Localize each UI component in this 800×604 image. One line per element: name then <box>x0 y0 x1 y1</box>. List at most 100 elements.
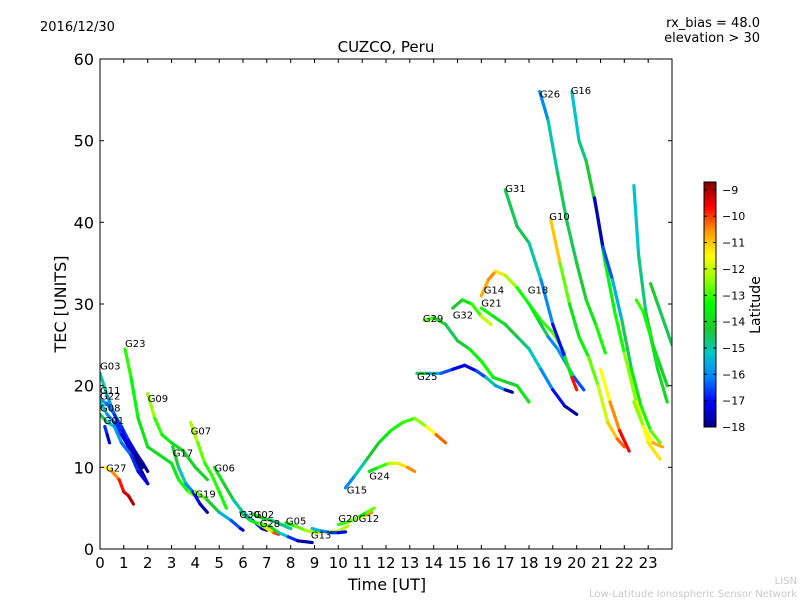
track-segment <box>212 465 226 486</box>
track-segment <box>210 473 221 494</box>
track-segment <box>413 416 429 429</box>
y-tick-label: 10 <box>74 458 94 477</box>
track-segment <box>563 355 574 380</box>
satellite-label-g03: G03 <box>100 361 120 372</box>
track-segment <box>460 298 474 306</box>
satellite-track-unlabeled-33 <box>634 298 669 404</box>
satellite-track-g32 <box>451 298 493 326</box>
track-segment <box>117 478 126 494</box>
track-segment <box>584 298 598 326</box>
satellite-track-g25 <box>415 363 514 394</box>
colorbar: −18 −17 −16 −15 −14 −13 −12 −11 −10 −9 Latitude <box>703 181 764 434</box>
org-full: Low-Latitude Ionospheric Sensor Network <box>589 589 797 600</box>
x-tick-label: 22 <box>615 554 634 572</box>
satellite-label-g09: G09 <box>148 394 168 405</box>
satellite-track-g26 <box>538 90 607 355</box>
track-segment <box>658 363 669 388</box>
rx-bias-label: rx_bias = 48.0 <box>666 16 760 31</box>
track-segment <box>565 220 579 265</box>
track-segment <box>343 473 357 490</box>
track-segment <box>336 520 350 527</box>
track-segment <box>563 404 579 416</box>
track-segment <box>293 524 307 532</box>
track-segment <box>191 490 202 506</box>
track-segment <box>575 261 588 302</box>
track-segment <box>310 526 324 533</box>
x-tick-label: 11 <box>353 554 372 572</box>
x-tick-label: 13 <box>400 554 419 572</box>
track-segment <box>153 416 164 437</box>
track-segment <box>110 469 121 482</box>
track-segment <box>548 216 562 265</box>
data-layer <box>100 90 672 545</box>
elevation-label: elevation > 30 <box>664 31 760 46</box>
track-segment <box>136 469 150 486</box>
track-segment <box>346 516 359 524</box>
track-segment <box>193 465 209 482</box>
x-tick-label: 8 <box>286 554 296 572</box>
track-segment <box>320 529 333 535</box>
satellite-label-g12: G12 <box>359 514 379 525</box>
x-tick-label: 12 <box>376 554 395 572</box>
satellite-label-g14: G14 <box>484 285 504 296</box>
track-segment <box>515 384 531 404</box>
x-tick-label: 15 <box>448 554 467 572</box>
track-segment <box>463 363 479 373</box>
track-segment <box>486 269 498 282</box>
track-segment <box>515 286 531 306</box>
satellite-label-g10: G10 <box>549 212 569 223</box>
satellite-label-g13: G13 <box>311 530 331 541</box>
track-segment <box>277 531 290 539</box>
track-segment <box>515 335 531 351</box>
track-segment <box>656 302 667 326</box>
track-segment <box>336 524 350 533</box>
track-segment <box>270 518 283 527</box>
track-segment <box>515 224 531 245</box>
track-segment <box>639 404 653 433</box>
satellite-track-g24 <box>367 461 417 473</box>
track-segment <box>601 245 615 282</box>
track-segment <box>177 465 188 486</box>
track-segment <box>608 400 622 433</box>
track-segment <box>105 412 116 424</box>
org-short: LISN <box>775 576 797 587</box>
track-segment <box>189 420 200 445</box>
track-segment <box>632 184 641 257</box>
track-segment <box>536 318 550 339</box>
track-segment <box>572 375 586 392</box>
track-segment <box>479 306 495 318</box>
track-segment <box>648 282 660 306</box>
satellite-label-g29: G29 <box>423 314 443 325</box>
track-segment <box>539 277 555 326</box>
track-segment <box>586 355 600 388</box>
track-segment <box>105 402 116 416</box>
colorbar-tick-label: −17 <box>722 395 745 408</box>
track-segment <box>141 461 150 473</box>
x-tick-label: 9 <box>310 554 320 572</box>
track-segment <box>598 367 612 404</box>
track-segment <box>594 322 607 355</box>
track-segment <box>434 433 448 445</box>
track-segment <box>610 277 624 322</box>
track-segment <box>377 461 390 469</box>
y-tick-label: 60 <box>74 50 94 69</box>
track-segment <box>222 482 236 502</box>
x-tick-label: 10 <box>329 554 348 572</box>
satellite-track-unlabeled-36 <box>632 400 665 449</box>
track-segment <box>636 253 648 314</box>
track-segment <box>484 375 498 388</box>
satellite-label-g28: G28 <box>260 519 280 530</box>
satellite-label-g25: G25 <box>417 372 437 383</box>
colorbar-tick-label: −14 <box>722 316 745 329</box>
chart-title: CUZCO, Peru <box>338 38 435 56</box>
satellite-track-unlabeled-35 <box>598 367 631 453</box>
track-segment <box>467 347 483 363</box>
track-segment <box>551 322 567 359</box>
track-segment <box>401 416 417 424</box>
track-segment <box>475 369 488 380</box>
track-segment <box>112 424 124 445</box>
satellite-track-g23 <box>123 347 197 498</box>
track-segment <box>570 375 579 392</box>
satellite-label-g08: G08 <box>100 404 120 415</box>
x-tick-label: 14 <box>424 554 443 572</box>
